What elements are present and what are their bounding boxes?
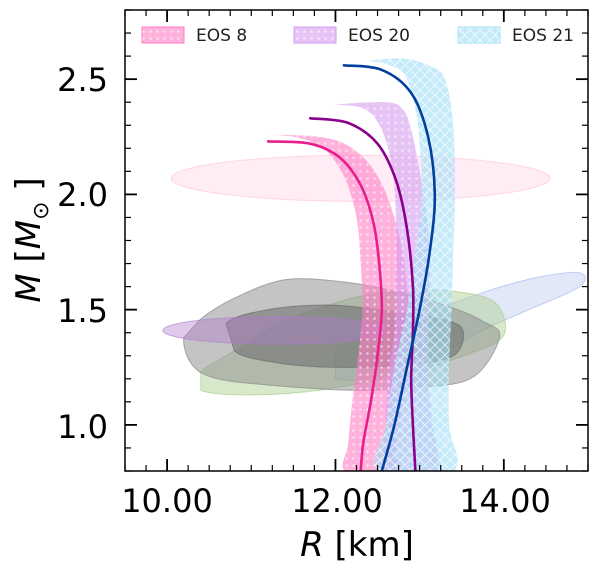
legend-label-eos-21: EOS 21 (512, 26, 574, 46)
eos-bands (255, 58, 458, 471)
axis-ticks (124, 9, 589, 472)
y-tick-label-2.5: 2.5 (57, 61, 108, 99)
legend-swatch-hatch-eos-20 (294, 27, 336, 43)
plot-area (162, 58, 586, 471)
legend-swatch-hatch-eos-8 (142, 27, 184, 43)
y-tick-label-1.0: 1.0 (57, 408, 108, 446)
y-tick-label-1.5: 1.5 (57, 292, 108, 330)
curve-eos-20 (308, 117, 417, 471)
region-purple-contours (162, 316, 391, 345)
x-tick-label-12: 12.00 (291, 482, 383, 520)
x-axis-label: R [km] (300, 525, 414, 565)
x-tick-label-14: 14.00 (459, 482, 551, 520)
curve-eos-21 (342, 64, 437, 471)
legend-item-eos-20: EOS 20 (293, 26, 410, 46)
legend: EOS 8 EOS 20 EOS 21 (141, 26, 574, 46)
y-axis-label: M [M⊙ ] (9, 177, 54, 302)
band-hatch-eos-21 (369, 58, 458, 471)
curve-eos-8 (266, 140, 384, 471)
eos-curves (266, 64, 437, 471)
band-hatch-eos-8 (255, 134, 409, 471)
legend-label-eos-8: EOS 8 (196, 26, 247, 46)
y-tick-label-2.0: 2.0 (57, 176, 108, 214)
legend-item-eos-8: EOS 8 (141, 26, 247, 46)
legend-label-eos-20: EOS 20 (348, 26, 410, 46)
x-tick-label-10: 10.00 (121, 482, 213, 520)
legend-swatch-hatch-eos-21 (458, 27, 500, 43)
legend-item-eos-21: EOS 21 (457, 26, 574, 46)
